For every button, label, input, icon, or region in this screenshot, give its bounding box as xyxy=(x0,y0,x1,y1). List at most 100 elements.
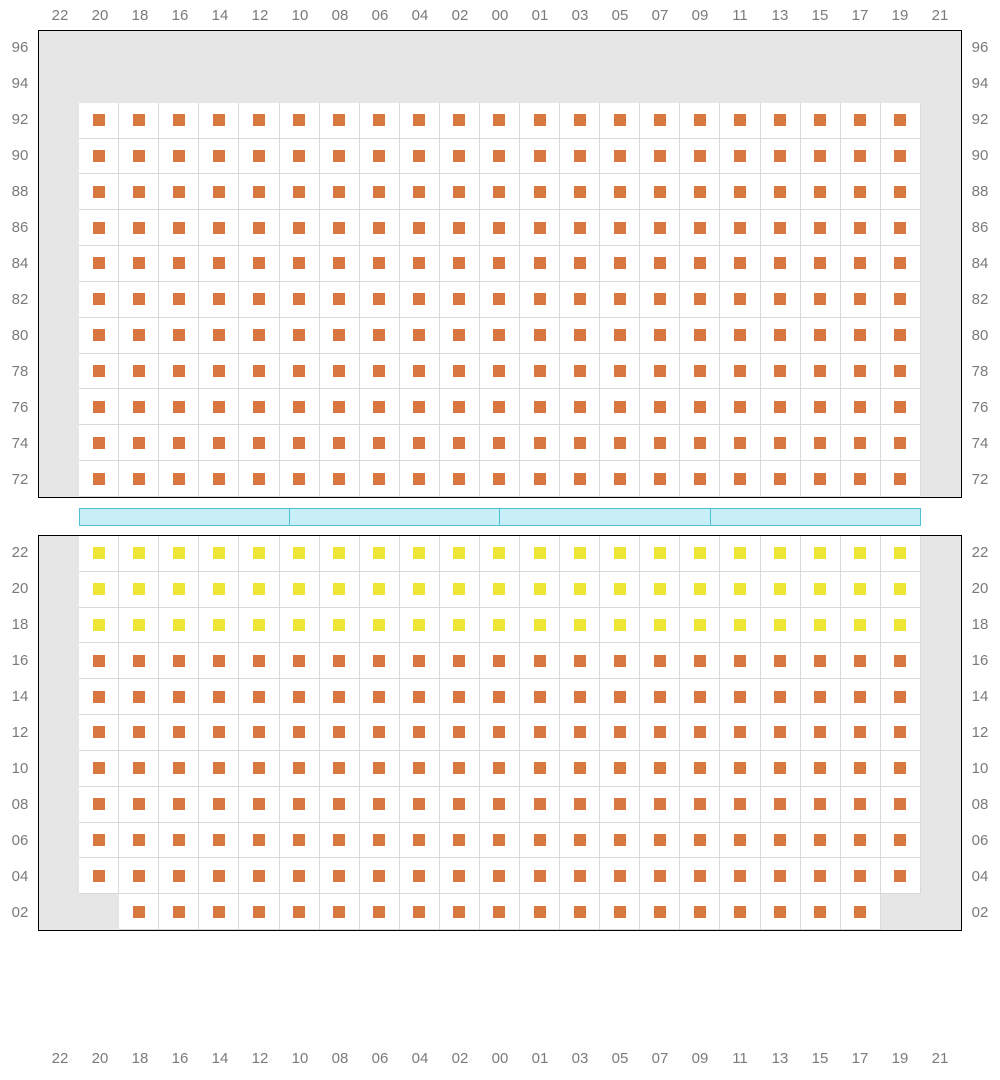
seat-marker[interactable] xyxy=(453,150,465,162)
seat-marker[interactable] xyxy=(293,726,305,738)
seat-marker[interactable] xyxy=(253,365,265,377)
seat-marker[interactable] xyxy=(854,583,866,595)
grid-cell[interactable] xyxy=(480,354,520,390)
seat-marker[interactable] xyxy=(253,547,265,559)
grid-cell[interactable] xyxy=(400,354,440,390)
grid-cell[interactable] xyxy=(520,536,560,572)
seat-marker[interactable] xyxy=(333,257,345,269)
seat-marker[interactable] xyxy=(373,114,385,126)
seat-marker[interactable] xyxy=(814,186,826,198)
seat-marker[interactable] xyxy=(173,798,185,810)
grid-cell[interactable] xyxy=(600,318,640,354)
seat-marker[interactable] xyxy=(333,329,345,341)
seat-marker[interactable] xyxy=(814,870,826,882)
seat-marker[interactable] xyxy=(654,906,666,918)
grid-cell[interactable] xyxy=(280,751,320,787)
grid-cell[interactable] xyxy=(360,139,400,175)
seat-marker[interactable] xyxy=(453,762,465,774)
grid-cell[interactable] xyxy=(119,425,159,461)
grid-cell[interactable] xyxy=(560,643,600,679)
seat-marker[interactable] xyxy=(734,150,746,162)
seat-marker[interactable] xyxy=(373,257,385,269)
grid-cell[interactable] xyxy=(520,425,560,461)
grid-cell[interactable] xyxy=(720,823,760,859)
seat-marker[interactable] xyxy=(854,762,866,774)
seat-marker[interactable] xyxy=(894,583,906,595)
seat-marker[interactable] xyxy=(373,293,385,305)
grid-cell[interactable] xyxy=(400,858,440,894)
grid-cell[interactable] xyxy=(119,823,159,859)
seat-marker[interactable] xyxy=(93,257,105,269)
seat-marker[interactable] xyxy=(133,655,145,667)
grid-cell[interactable] xyxy=(119,608,159,644)
seat-marker[interactable] xyxy=(333,655,345,667)
grid-cell[interactable] xyxy=(119,246,159,282)
seat-marker[interactable] xyxy=(293,655,305,667)
seat-marker[interactable] xyxy=(173,365,185,377)
grid-cell[interactable] xyxy=(881,858,921,894)
grid-cell[interactable] xyxy=(440,389,480,425)
grid-cell[interactable] xyxy=(280,715,320,751)
grid-cell[interactable] xyxy=(239,894,279,930)
grid-cell[interactable] xyxy=(440,139,480,175)
seat-marker[interactable] xyxy=(534,150,546,162)
seat-marker[interactable] xyxy=(133,365,145,377)
grid-cell[interactable] xyxy=(680,210,720,246)
seat-marker[interactable] xyxy=(373,222,385,234)
grid-cell[interactable] xyxy=(720,461,760,497)
grid-cell[interactable] xyxy=(400,282,440,318)
seat-marker[interactable] xyxy=(253,834,265,846)
grid-cell[interactable] xyxy=(280,174,320,210)
seat-marker[interactable] xyxy=(694,114,706,126)
seat-marker[interactable] xyxy=(93,547,105,559)
seat-marker[interactable] xyxy=(413,583,425,595)
grid-cell[interactable] xyxy=(159,318,199,354)
seat-marker[interactable] xyxy=(694,437,706,449)
seat-marker[interactable] xyxy=(133,437,145,449)
seat-marker[interactable] xyxy=(93,834,105,846)
grid-cell[interactable] xyxy=(520,246,560,282)
grid-cell[interactable] xyxy=(360,787,400,823)
seat-marker[interactable] xyxy=(413,114,425,126)
seat-marker[interactable] xyxy=(574,257,586,269)
grid-cell[interactable] xyxy=(360,751,400,787)
seat-marker[interactable] xyxy=(293,619,305,631)
seat-marker[interactable] xyxy=(694,401,706,413)
grid-cell[interactable] xyxy=(320,608,360,644)
grid-cell[interactable] xyxy=(560,679,600,715)
seat-marker[interactable] xyxy=(574,114,586,126)
seat-marker[interactable] xyxy=(574,906,586,918)
seat-marker[interactable] xyxy=(894,798,906,810)
grid-cell[interactable] xyxy=(680,139,720,175)
seat-marker[interactable] xyxy=(413,473,425,485)
seat-marker[interactable] xyxy=(333,870,345,882)
seat-marker[interactable] xyxy=(774,906,786,918)
grid-cell[interactable] xyxy=(79,679,119,715)
seat-marker[interactable] xyxy=(213,834,225,846)
grid-cell[interactable] xyxy=(360,858,400,894)
seat-marker[interactable] xyxy=(774,762,786,774)
grid-cell[interactable] xyxy=(680,461,720,497)
grid-cell[interactable] xyxy=(640,787,680,823)
grid-cell[interactable] xyxy=(400,894,440,930)
seat-marker[interactable] xyxy=(654,583,666,595)
grid-cell[interactable] xyxy=(720,787,760,823)
seat-marker[interactable] xyxy=(133,473,145,485)
seat-marker[interactable] xyxy=(253,619,265,631)
grid-cell[interactable] xyxy=(79,751,119,787)
grid-cell[interactable] xyxy=(881,425,921,461)
seat-marker[interactable] xyxy=(894,401,906,413)
grid-cell[interactable] xyxy=(881,787,921,823)
grid-cell[interactable] xyxy=(440,715,480,751)
seat-marker[interactable] xyxy=(413,150,425,162)
seat-marker[interactable] xyxy=(493,726,505,738)
seat-marker[interactable] xyxy=(213,547,225,559)
grid-cell[interactable] xyxy=(360,174,400,210)
grid-cell[interactable] xyxy=(560,858,600,894)
seat-marker[interactable] xyxy=(614,906,626,918)
seat-marker[interactable] xyxy=(293,186,305,198)
seat-marker[interactable] xyxy=(614,186,626,198)
grid-cell[interactable] xyxy=(400,246,440,282)
grid-cell[interactable] xyxy=(440,894,480,930)
grid-cell[interactable] xyxy=(801,318,841,354)
